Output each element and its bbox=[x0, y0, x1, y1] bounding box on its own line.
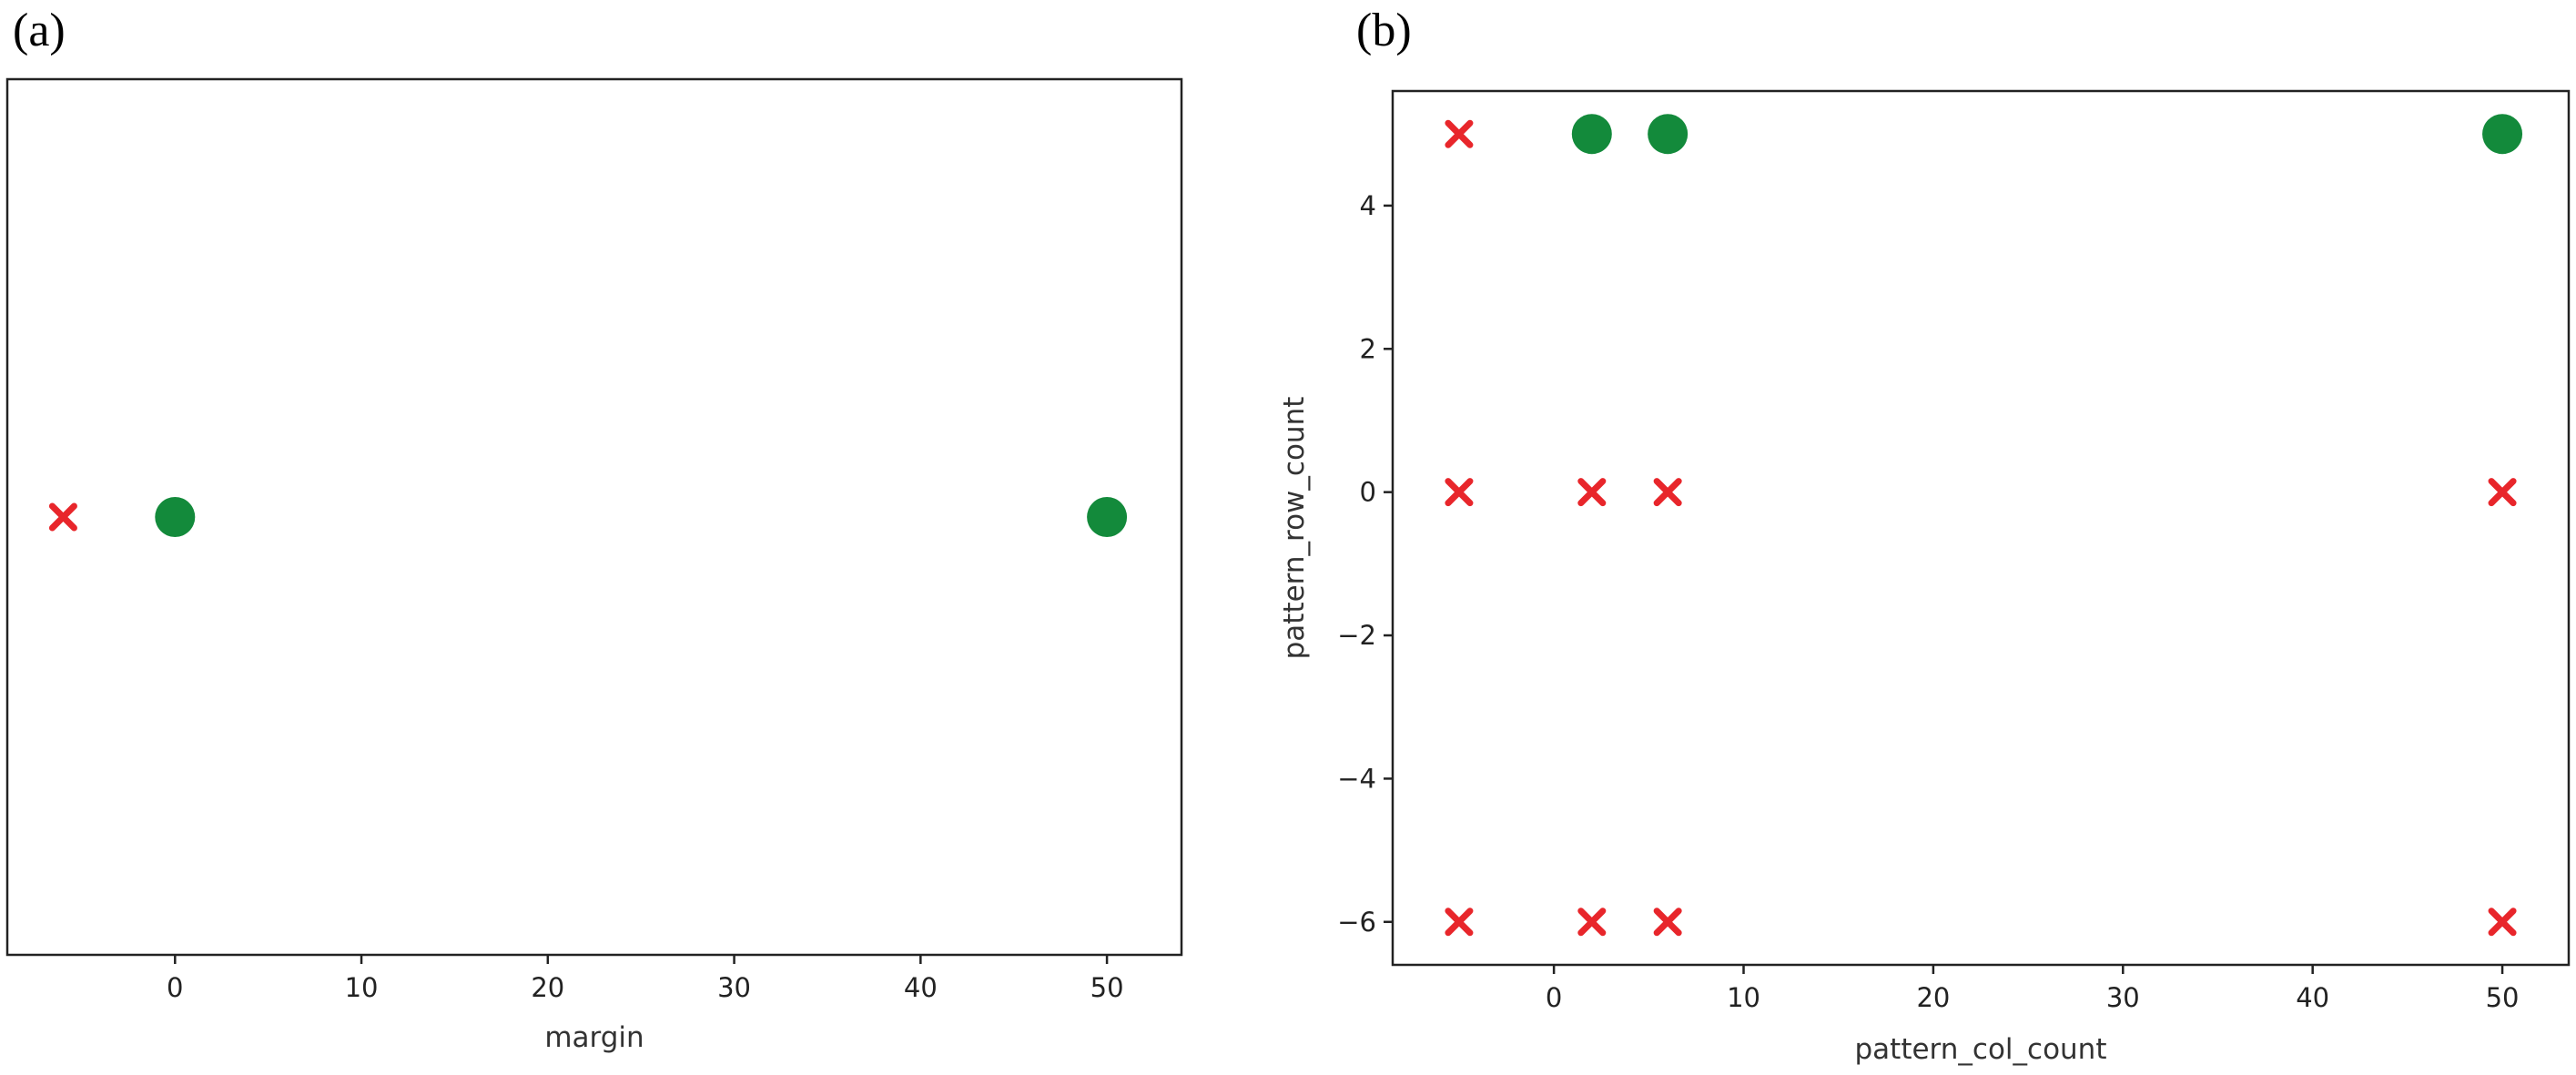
panel-b-red-x-point-6 bbox=[1577, 908, 1607, 937]
panel-b-x-tick-label-1: 10 bbox=[1727, 982, 1760, 1013]
panel-b-y-tick-label-3: 0 bbox=[1360, 477, 1376, 508]
panel-a-x-tick-label-0: 0 bbox=[167, 972, 183, 1003]
panel-b-y-tick-label-5: 4 bbox=[1360, 190, 1376, 221]
panel-b-green-circle-point-1 bbox=[1648, 114, 1689, 155]
panel-a-green-circle-point-1 bbox=[1087, 497, 1128, 537]
panel-b-plot: 0 10 20 30 40 50 −6 −4 −2 0 2 4 bbox=[1337, 89, 2571, 1013]
panel-a-x-tick-label-1: 10 bbox=[345, 972, 379, 1003]
panel-a-label: (a) bbox=[13, 5, 66, 56]
panel-b-x-tick-label-4: 40 bbox=[2296, 982, 2329, 1013]
panel-b-green-circle-point-0 bbox=[1571, 114, 1612, 155]
panel-a-x-tick-label-5: 50 bbox=[1090, 972, 1124, 1003]
panel-b-y-tick-label-1: −4 bbox=[1337, 763, 1376, 794]
panel-a-x-tick-label-2: 20 bbox=[531, 972, 564, 1003]
panel-b-y-tick-label-4: 2 bbox=[1360, 333, 1376, 364]
panel-b-x-tick-label-5: 50 bbox=[2486, 982, 2520, 1013]
panel-b-red-x-point-3 bbox=[1653, 478, 1682, 507]
panel-b-red-x-point-7 bbox=[1653, 908, 1682, 937]
panel-a-green-circle-point-0 bbox=[155, 497, 196, 537]
panel-b-x-tick-label-2: 20 bbox=[1916, 982, 1950, 1013]
panel-b-y-tick-label-2: −2 bbox=[1337, 620, 1376, 651]
panel-a-plot: 0 10 20 30 40 50 bbox=[5, 77, 1183, 1003]
panel-b-red-x-point-5 bbox=[1445, 908, 1474, 937]
panel-b-y-axis-label: pattern_row_count bbox=[1278, 397, 1311, 660]
panel-b-y-tick-label-0: −6 bbox=[1337, 907, 1376, 938]
panel-b-red-x-point-2 bbox=[1577, 478, 1607, 507]
panel-b-red-x-point-0 bbox=[1445, 119, 1474, 148]
panel-b-x-tick-label-3: 30 bbox=[2106, 982, 2140, 1013]
panel-a-red-x-point-0 bbox=[48, 502, 77, 532]
panel-a-frame bbox=[5, 77, 1183, 957]
panel-a-x-tick-label-3: 30 bbox=[717, 972, 751, 1003]
panel-b-x-axis-label: pattern_col_count bbox=[1855, 1033, 2107, 1066]
panel-b-label: (b) bbox=[1356, 5, 1412, 56]
panel-a-x-tick-label-4: 40 bbox=[904, 972, 938, 1003]
panel-b-frame bbox=[1391, 89, 2571, 967]
panel-b-x-tick-label-0: 0 bbox=[1546, 982, 1562, 1013]
panel-b-red-x-point-1 bbox=[1445, 478, 1474, 507]
panel-b-green-circle-point-2 bbox=[2482, 114, 2523, 155]
panel-a-x-axis-label: margin bbox=[544, 1021, 644, 1054]
panel-b-red-x-point-4 bbox=[2488, 478, 2517, 507]
panel-b-red-x-point-8 bbox=[2488, 908, 2517, 937]
